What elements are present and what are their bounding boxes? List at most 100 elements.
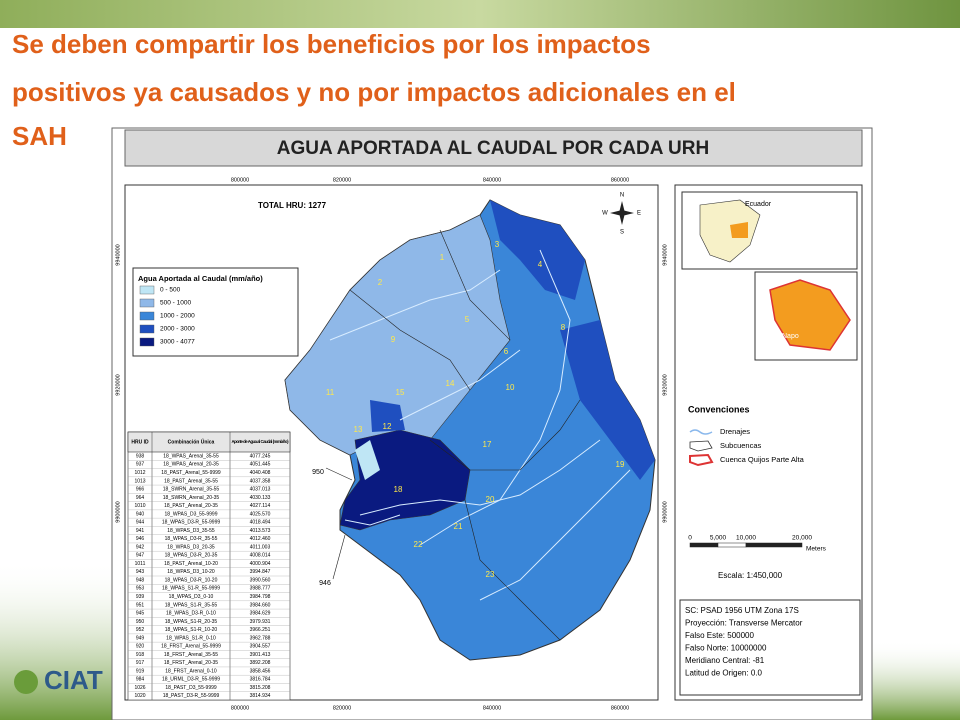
table-cell: 18_PAST_Arenal_35-55: [164, 478, 218, 484]
table-cell: 964: [136, 495, 145, 501]
callout-label: 946: [319, 580, 331, 587]
table-cell: 946: [136, 536, 145, 542]
y-coordinate: 9940000: [115, 244, 121, 265]
table-cell: 18_SWRN_Arenal_20-35: [163, 495, 220, 501]
compass-letter: E: [637, 211, 641, 217]
table-cell: 917: [136, 660, 145, 666]
x-coordinate: 860000: [611, 705, 629, 711]
table-cell: 18_PAST_Arenal_55-9999: [161, 470, 221, 476]
table-cell: 4037.013: [250, 487, 271, 493]
table-cell: 3984.660: [250, 602, 271, 608]
table-cell: 3901.413: [250, 652, 271, 658]
table-cell: 18_PAST_D3_55-9999: [165, 685, 217, 691]
table-cell: 1012: [134, 470, 145, 476]
table-cell: 4008.014: [250, 553, 271, 559]
drainage: [329, 249, 631, 601]
table-cell: 4000.904: [250, 561, 271, 567]
projection-box: [679, 599, 861, 696]
legend-swatch: [139, 337, 155, 347]
table-cell: 918: [136, 652, 145, 658]
title-line: SAH: [12, 121, 67, 151]
projection-line: Falso Norte: 10000000: [685, 644, 767, 653]
subbasin-number: 12: [383, 422, 392, 431]
map-title-box: [124, 129, 863, 167]
grass-decoration: [0, 560, 130, 720]
subbasin-number: 19: [616, 460, 625, 469]
legend-title: Agua Aportada al Caudal (mm/año): [138, 274, 263, 283]
callout-line: [325, 467, 353, 481]
table-cell: 3858.456: [250, 668, 271, 674]
table-cell: 984: [136, 677, 145, 683]
table-cell: 950: [136, 619, 145, 625]
x-coordinate: 840000: [483, 705, 501, 711]
table-cell: 4018.494: [250, 520, 271, 526]
projection-line: Meridiano Central: -81: [685, 656, 765, 665]
convention-symbol: [689, 453, 714, 467]
scale-label: 5,000: [710, 535, 727, 542]
x-coordinate: 800000: [231, 705, 249, 711]
y-coordinate: 9920000: [115, 374, 121, 395]
table-cell: 953: [136, 586, 145, 592]
inset-label: Ecuador: [745, 201, 772, 208]
table-cell: 3994.847: [250, 569, 271, 575]
subbasin-light: [284, 214, 511, 456]
subbasin-number: 14: [446, 379, 455, 388]
table-cell: 3984.629: [250, 611, 271, 617]
slide-title: Se deben compartir los beneficios por lo…: [12, 29, 736, 151]
legend-label: 3000 - 4077: [160, 339, 195, 346]
legend-label: 1000 - 2000: [160, 313, 195, 320]
subbasin-number: 22: [414, 540, 423, 549]
napo-highlight: [730, 222, 748, 238]
top-banner: [0, 0, 960, 28]
projection-line: SC: PSAD 1956 UTM Zona 17S: [685, 606, 799, 615]
table-cell: 18_SWRN_Arenal_35-55: [163, 487, 220, 493]
napo-shape: [769, 279, 851, 351]
table-cell: 3979.931: [250, 619, 271, 625]
table-cell: 948: [136, 577, 145, 583]
table-cell: 3988.777: [250, 586, 271, 592]
table-header-bg: [127, 431, 291, 453]
table-cell: 4025.570: [250, 511, 271, 517]
table-cell: 952: [136, 627, 145, 633]
legend-label: 500 - 1000: [160, 300, 191, 307]
table-cell: 18_WPAS_S1-R_20-35: [165, 619, 218, 625]
callout-line: [332, 534, 346, 580]
table-cell: 18_WPAS_S1-R_0-10: [166, 635, 216, 641]
table-cell: 3904.557: [250, 644, 271, 650]
table-cell: 947: [136, 553, 145, 559]
table-cell: 18_FRST_Arenal_35-55: [164, 652, 218, 658]
table-cell: 919: [136, 668, 145, 674]
compass-rose: [610, 201, 634, 225]
legend-label: 0 - 500: [160, 287, 181, 294]
subbasin-number: 8: [561, 323, 566, 332]
x-coordinate: 820000: [333, 705, 351, 711]
scale-segment: [689, 542, 719, 548]
table-cell: 966: [136, 487, 145, 493]
table-cell: 18_WPAS_D3-R_35-55: [165, 536, 218, 542]
table-cell: 3962.788: [250, 635, 271, 641]
compass-letter: S: [620, 230, 624, 236]
table-cell: 944: [136, 520, 145, 526]
projection-line: Proyección: Transverse Mercator: [685, 619, 803, 628]
scale-label: 10,000: [736, 535, 756, 542]
subbasin-number: 21: [454, 522, 463, 531]
table-cell: 18_WPAS_Arenal_20-35: [163, 462, 219, 468]
subbasin-number: 18: [394, 485, 403, 494]
convention-label: Drenajes: [720, 427, 750, 436]
table-cell: 18_URML_D3-R_55-9999: [162, 677, 220, 683]
subbasin-number: 20: [486, 495, 495, 504]
subbasin-number: 9: [391, 335, 396, 344]
projection-line: Falso Este: 500000: [685, 631, 754, 640]
conventions-title: Convenciones: [688, 404, 750, 414]
scale-text: Escala: 1:450,000: [718, 571, 783, 580]
scale-unit: Meters: [806, 546, 827, 553]
table-cell: 18_WPAS_S1-R_35-55: [165, 602, 218, 608]
scale-label: 20,000: [792, 535, 812, 542]
ecuador-shape: [699, 199, 761, 263]
table-cell: 18_PAST_Arenal_20-35: [164, 503, 218, 509]
y-coordinate: 9920000: [662, 374, 668, 395]
convention-symbol: [689, 440, 713, 452]
table-cell: 3984.798: [250, 594, 271, 600]
subbasin-number: 23: [486, 570, 495, 579]
table-cell: 18_WPAS_S1-R_55-9999: [162, 586, 220, 592]
